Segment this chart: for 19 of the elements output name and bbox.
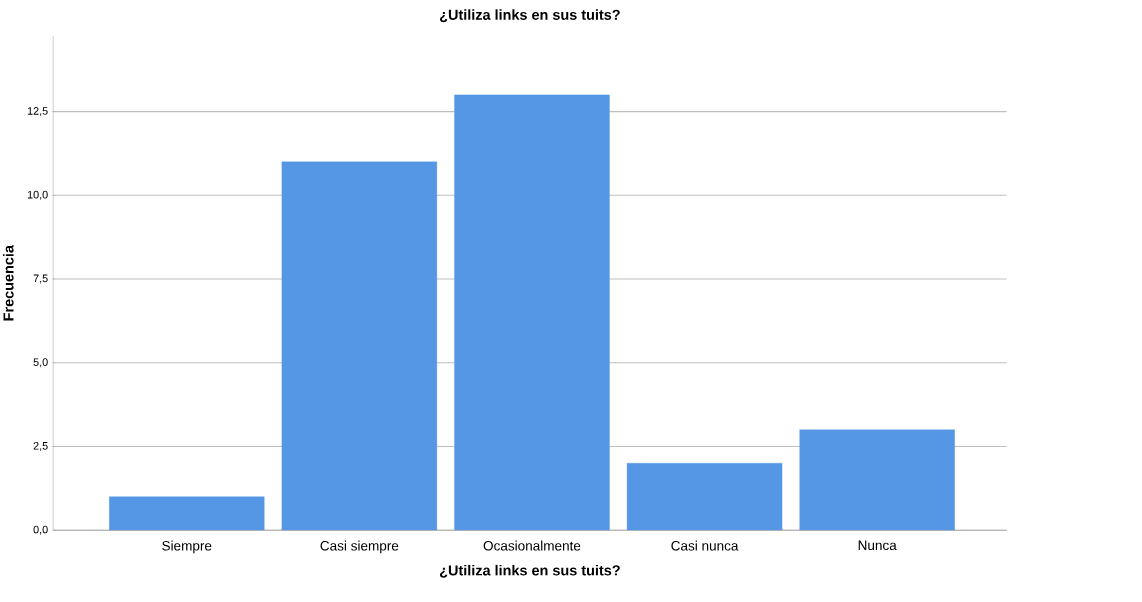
y-tick-label: 5,0 [33, 358, 48, 368]
bar [281, 161, 438, 531]
x-tick-label: Siempre [162, 540, 212, 554]
bar [109, 496, 265, 531]
bar [626, 463, 783, 531]
y-tick-label: 0,0 [33, 525, 48, 535]
bar [454, 94, 610, 531]
chart-title: ¿Utiliza links en sus tuits? [440, 9, 620, 23]
y-axis-title: Frecuencia [3, 245, 14, 321]
y-tick-label: 10,0 [27, 190, 48, 200]
y-tick-label: 2,5 [33, 442, 48, 452]
x-axis-title: ¿Utiliza links en sus tuits? [440, 565, 620, 578]
bar [799, 429, 955, 531]
x-tick-label: Ocasionalmente [483, 540, 581, 551]
x-tick-label: Casi nunca [671, 540, 739, 551]
y-tick-label: 7,5 [33, 274, 48, 284]
y-tick-label: 12,5 [27, 107, 48, 117]
x-tick-label: Nunca [858, 540, 897, 551]
x-tick-label: Casi siempre [320, 540, 399, 554]
